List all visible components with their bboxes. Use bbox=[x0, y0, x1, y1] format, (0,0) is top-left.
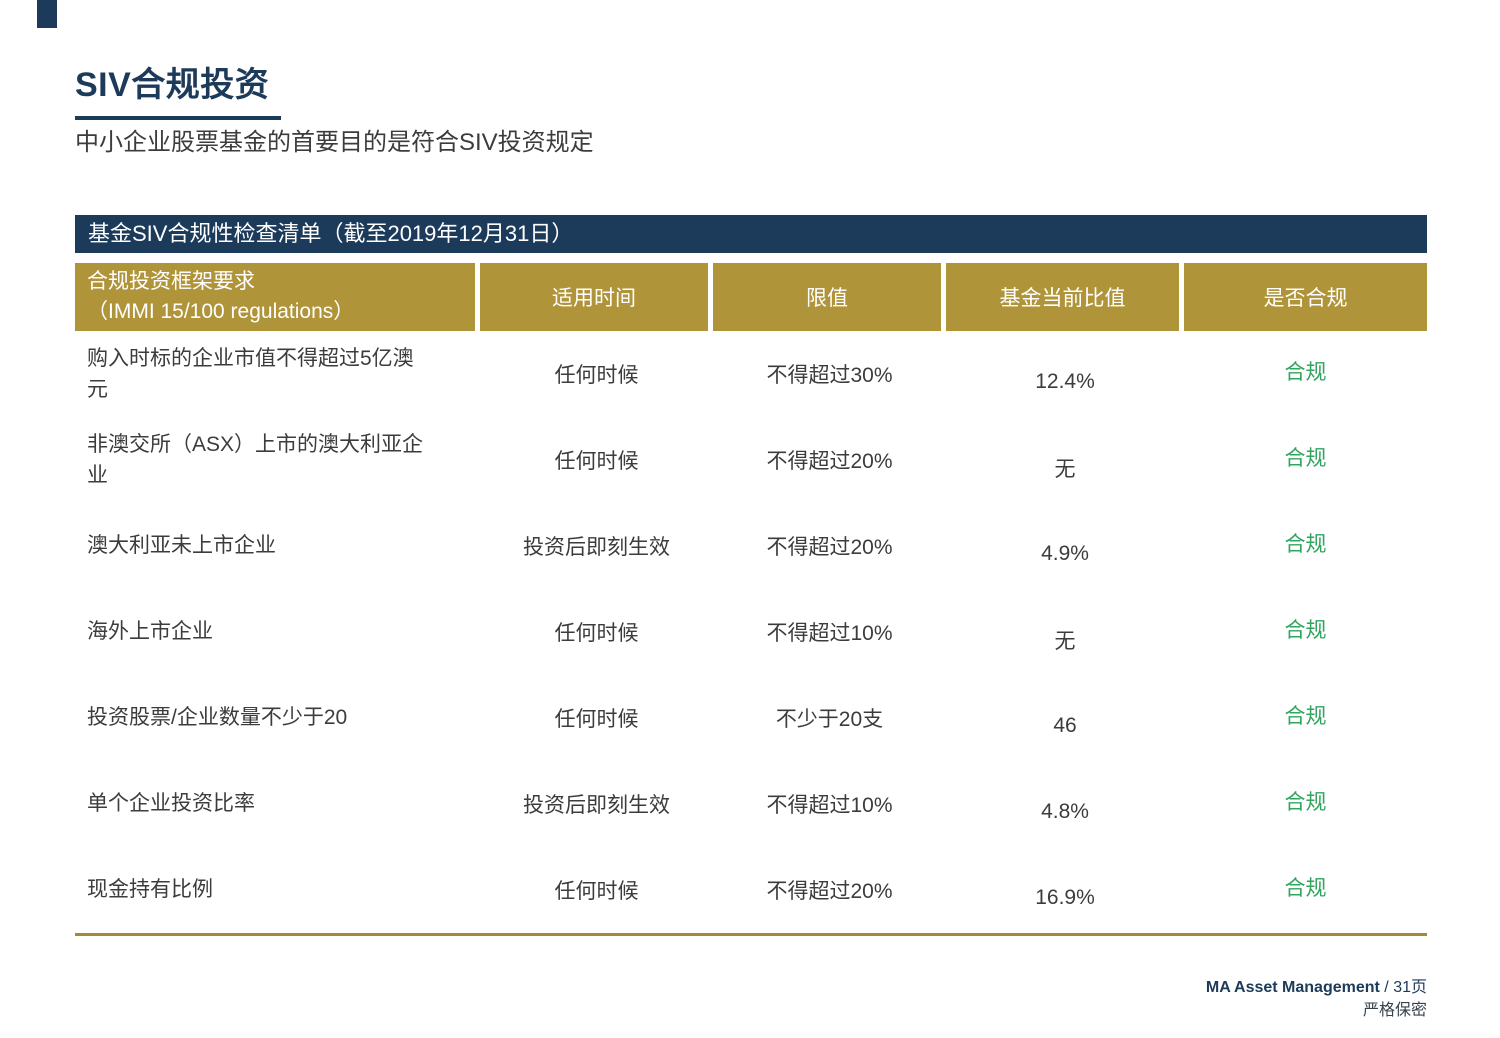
footer-brand-line: MA Asset Management / 31页 bbox=[1206, 976, 1427, 999]
table-banner: 基金SIV合规性检查清单（截至2019年12月31日） bbox=[75, 215, 1427, 253]
cell-requirement: 澳大利亚未上市企业 bbox=[87, 534, 276, 558]
table-row: 澳大利亚未上市企业 投资后即刻生效 不得超过20% 4.9% 合规 bbox=[75, 503, 1427, 589]
cell-time: 任何时候 bbox=[554, 622, 639, 645]
cell-requirement: 投资股票/企业数量不少于20 bbox=[87, 706, 348, 730]
cell-current: 12.4% bbox=[1035, 370, 1095, 393]
compliance-table: 基金SIV合规性检查清单（截至2019年12月31日） 合规投资框架要求 （IM… bbox=[75, 215, 1427, 936]
cell-status: 合规 bbox=[1284, 705, 1327, 728]
cell-status: 合规 bbox=[1284, 877, 1327, 900]
footer-page-number: / 31页 bbox=[1379, 979, 1427, 996]
cell-limit: 不得超过20% bbox=[766, 880, 893, 903]
cell-status: 合规 bbox=[1284, 619, 1327, 642]
cell-requirement: 单个企业投资比率 bbox=[87, 792, 255, 816]
footer-confidential: 严格保密 bbox=[1362, 1002, 1427, 1020]
corner-accent bbox=[37, 0, 57, 28]
cell-requirement: 现金持有比例 bbox=[87, 878, 213, 902]
page-subtitle: 中小企业股票基金的首要目的是符合SIV投资规定 bbox=[75, 129, 594, 156]
cell-limit: 不少于20支 bbox=[775, 708, 884, 731]
cell-current: 16.9% bbox=[1035, 886, 1095, 909]
header-requirement-line1: 合规投资框架要求 bbox=[87, 269, 255, 293]
header-requirement: 合规投资框架要求 （IMMI 15/100 regulations） bbox=[75, 263, 480, 331]
cell-status: 合规 bbox=[1284, 533, 1327, 556]
cell-current: 无 bbox=[1054, 458, 1076, 481]
table-bottom-rule bbox=[75, 933, 1427, 936]
footer: MA Asset Management / 31页 严格保密 bbox=[1206, 976, 1427, 1022]
cell-time: 投资后即刻生效 bbox=[523, 536, 670, 559]
header-time: 适用时间 bbox=[480, 263, 713, 331]
table-row: 投资股票/企业数量不少于20 任何时候 不少于20支 46 合规 bbox=[75, 675, 1427, 761]
header-limit: 限值 bbox=[713, 263, 946, 331]
cell-limit: 不得超过10% bbox=[766, 794, 893, 817]
cell-time: 任何时候 bbox=[554, 708, 639, 731]
cell-status: 合规 bbox=[1284, 791, 1327, 814]
table-row: 非澳交所（ASX）上市的澳大利亚企业 任何时候 不得超过20% 无 合规 bbox=[75, 417, 1427, 503]
cell-status: 合规 bbox=[1284, 361, 1327, 384]
title-underline bbox=[75, 116, 281, 120]
cell-requirement: 非澳交所（ASX）上市的澳大利亚企业 bbox=[87, 432, 424, 488]
header-requirement-line2: （IMMI 15/100 regulations） bbox=[87, 300, 355, 323]
cell-time: 任何时候 bbox=[554, 450, 639, 473]
table-row: 现金持有比例 任何时候 不得超过20% 16.9% 合规 bbox=[75, 847, 1427, 933]
table-row: 购入时标的企业市值不得超过5亿澳元 任何时候 不得超过30% 12.4% 合规 bbox=[75, 331, 1427, 417]
table-header-row: 合规投资框架要求 （IMMI 15/100 regulations） 适用时间 … bbox=[75, 263, 1427, 331]
cell-current: 无 bbox=[1054, 630, 1076, 653]
cell-requirement: 购入时标的企业市值不得超过5亿澳元 bbox=[87, 346, 414, 402]
cell-limit: 不得超过30% bbox=[766, 364, 893, 387]
table-row: 海外上市企业 任何时候 不得超过10% 无 合规 bbox=[75, 589, 1427, 675]
cell-time: 投资后即刻生效 bbox=[523, 794, 670, 817]
cell-current: 46 bbox=[1053, 714, 1077, 737]
cell-time: 任何时候 bbox=[554, 880, 639, 903]
footer-brand: MA Asset Management bbox=[1205, 979, 1380, 996]
page-title: SIV合规投资 bbox=[75, 66, 270, 104]
header-status: 是否合规 bbox=[1184, 263, 1427, 331]
cell-requirement: 海外上市企业 bbox=[87, 620, 213, 644]
table-row: 单个企业投资比率 投资后即刻生效 不得超过10% 4.8% 合规 bbox=[75, 761, 1427, 847]
cell-time: 任何时候 bbox=[554, 364, 639, 387]
cell-limit: 不得超过20% bbox=[766, 450, 893, 473]
cell-current: 4.8% bbox=[1041, 800, 1089, 823]
cell-limit: 不得超过20% bbox=[766, 536, 893, 559]
header-current: 基金当前比值 bbox=[946, 263, 1184, 331]
cell-current: 4.9% bbox=[1041, 542, 1089, 565]
cell-limit: 不得超过10% bbox=[766, 622, 893, 645]
cell-status: 合规 bbox=[1284, 447, 1327, 470]
